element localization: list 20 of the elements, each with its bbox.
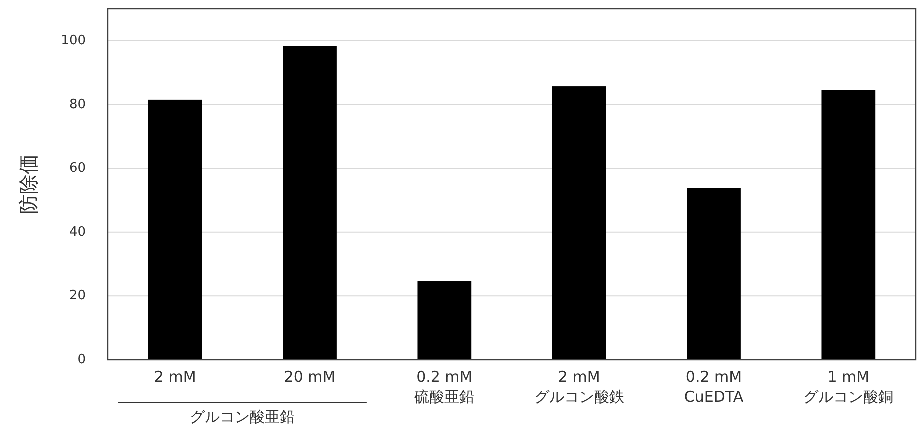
bar bbox=[418, 282, 472, 360]
x-tick-label: 0.2 mM CuEDTA bbox=[684, 368, 744, 406]
y-tick-label: 100 bbox=[61, 33, 86, 48]
bar bbox=[552, 86, 606, 360]
x-tick-label: 2 mM bbox=[154, 368, 196, 386]
y-tick-label: 60 bbox=[69, 161, 86, 176]
y-tick-label: 20 bbox=[69, 288, 86, 304]
y-tick-label: 80 bbox=[69, 97, 86, 112]
bar bbox=[822, 90, 876, 360]
bar bbox=[148, 100, 202, 360]
x-tick-label: 2 mM グルコン酸鉄 bbox=[534, 368, 624, 406]
y-tick-label: 40 bbox=[69, 224, 86, 240]
x-tick-label: 0.2 mM 硫酸亜鉛 bbox=[414, 368, 475, 406]
text: グルコン酸亜鉛 bbox=[190, 408, 296, 426]
x-tick-label: 1 mM グルコン酸銅 bbox=[804, 368, 894, 406]
x-tick-label: 20 mM bbox=[284, 368, 336, 386]
y-tick-label: 0 bbox=[78, 352, 86, 368]
bar bbox=[687, 188, 741, 360]
y-axis-title: 防除価 bbox=[16, 154, 40, 214]
bar bbox=[283, 46, 337, 360]
